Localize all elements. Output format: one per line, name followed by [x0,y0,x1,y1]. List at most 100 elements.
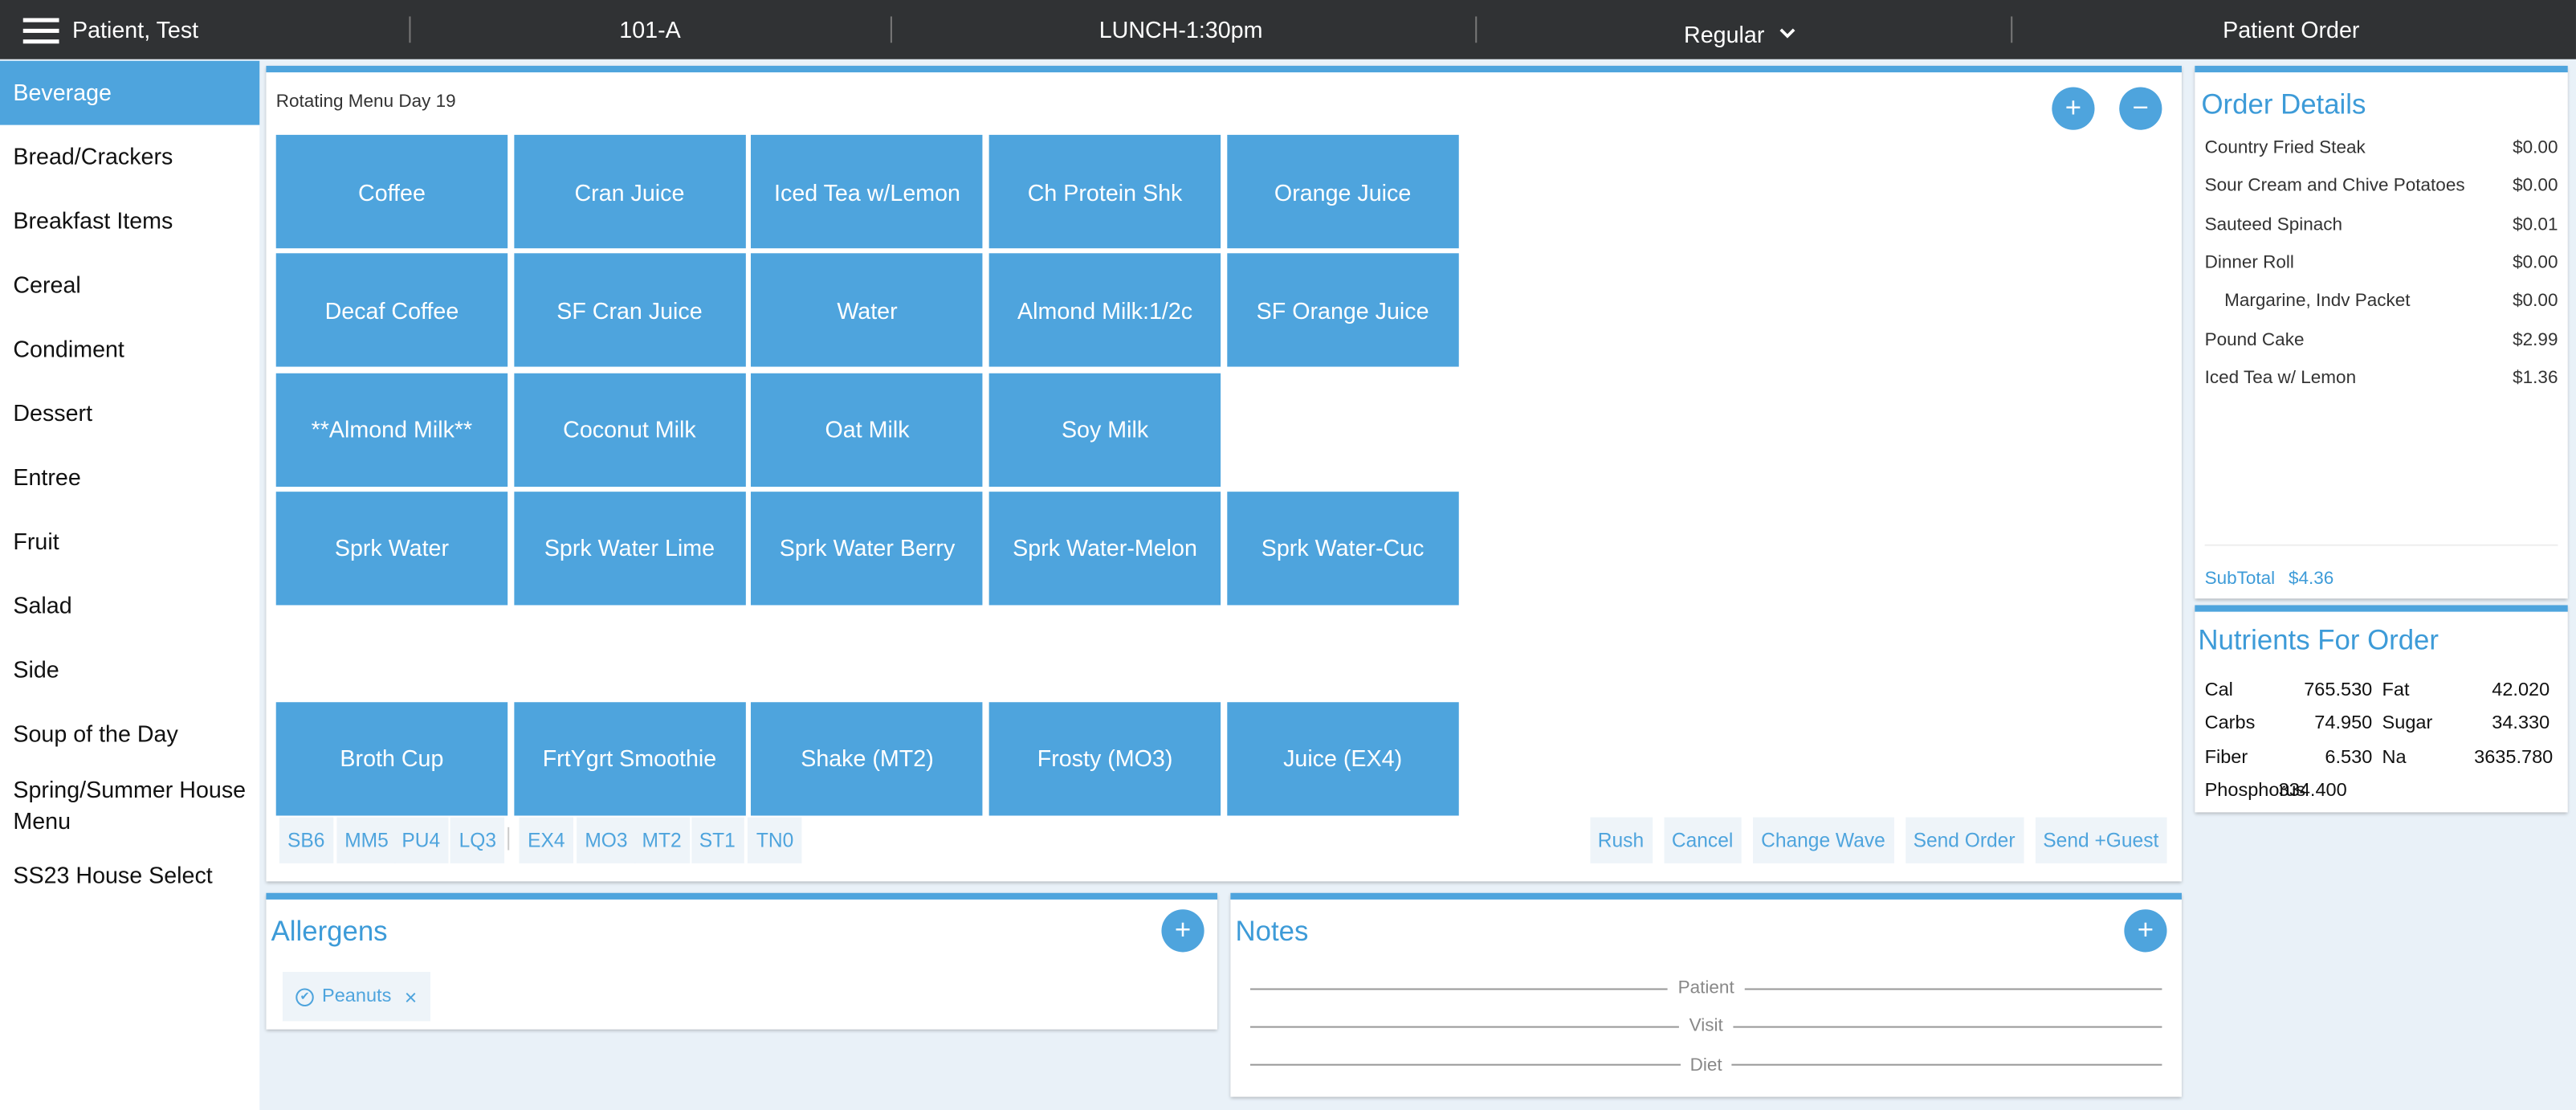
rule [1731,1063,2162,1066]
category[interactable]: SS23 House Select [13,861,213,888]
menu-item[interactable]: Iced Tea w/Lemon [751,134,984,249]
menu-item[interactable]: Soy Milk [988,372,1221,487]
menu-item[interactable]: Sprk Water-Melon [988,491,1221,606]
remove-button[interactable]: − [2119,87,2162,130]
menu-item[interactable]: Juice (EX4) [1226,702,1459,816]
item-price: $2.99 [2513,329,2558,350]
item-price: $0.00 [2513,291,2558,312]
menu-item[interactable]: Almond Milk:1/2c [988,253,1221,368]
menu-item[interactable]: Sprk Water Berry [751,491,984,606]
tag-label: Peanuts [321,986,392,1007]
nutrient-value: 6.530 [2325,747,2373,768]
category[interactable]: Side [13,655,59,683]
code-chip[interactable]: EX4 [519,817,573,863]
sidebar: Beverage Bread/Crackers Breakfast Items Cer… [0,60,260,1110]
category[interactable]: Spring/Summer House Menu [13,775,247,834]
category[interactable]: Dessert [13,399,93,426]
rule [1743,987,2162,990]
menu-item[interactable]: FrtYgrt Smoothie [513,702,746,816]
diet[interactable]: Regular [1684,21,1765,48]
nutrient-value: 765.530 [2304,680,2373,701]
menu-item[interactable]: Decaf Coffee [275,253,508,368]
patient-name[interactable]: Patient, Test [72,16,199,43]
menu-item[interactable]: Sprk Water [275,491,508,606]
menu-item[interactable]: **Almond Milk** [275,372,508,487]
note-label: Visit [1689,1016,1723,1037]
allergen-tag[interactable]: ✔︎ Peanuts × [282,972,430,1022]
order-item: Country Fried Steak $0.00 [2205,138,2558,158]
subtotal-label: SubTotal [2204,569,2276,589]
code-chip[interactable]: LQ3 [450,817,505,863]
nutrient-name: Fat [2382,680,2410,701]
code-chip[interactable]: TN0 [748,817,802,863]
category[interactable]: Condiment [13,335,124,362]
note-section[interactable]: Patient [1249,978,2162,998]
menu-item[interactable]: Frosty (MO3) [988,702,1221,816]
add-button[interactable]: + [2052,87,2095,130]
menu-item[interactable]: Cran Juice [513,134,746,249]
category[interactable]: Fruit [13,528,59,554]
menu-item[interactable]: Shake (MT2) [751,702,984,816]
order-item: Sour Cream and Chive Potatoes $0.00 [2205,177,2558,197]
add-note[interactable]: + [2124,909,2167,953]
add-allergen[interactable]: + [1161,909,1204,953]
action-button[interactable]: Send Order [1905,817,2024,863]
item-price: $0.00 [2513,137,2558,158]
order-title: Order Details [2201,88,2366,120]
menu-item[interactable]: Oat Milk [751,372,984,487]
menu-item[interactable]: SF Orange Juice [1226,253,1459,368]
action-button[interactable]: Change Wave [1752,817,1894,863]
menu-item[interactable]: Water [751,253,984,368]
menu-item[interactable]: Sprk Water Lime [513,491,746,606]
order-item: Dinner Roll $0.00 [2205,253,2558,273]
code-chip[interactable]: PU4 [393,817,449,863]
menu-item[interactable]: Broth Cup [275,702,508,816]
menu-item[interactable]: Coconut Milk [513,372,746,487]
nutrient-value: 74.950 [2314,714,2373,734]
note-section[interactable]: Diet [1249,1055,2162,1075]
header: Patient, Test 101-A LUNCH-1:30pm Regular… [0,0,2576,59]
menu-title: Rotating Menu Day 19 [275,92,456,112]
allergens-title: Allergens [271,916,388,948]
note-label: Diet [1689,1055,1722,1075]
action-button[interactable]: Send +Guest [2035,817,2167,863]
action-button[interactable]: Cancel [1663,817,1742,863]
code-chip[interactable]: ST1 [691,817,744,863]
category[interactable]: Bread/Crackers [13,143,173,169]
nutrient-name: Phosphorus [2204,781,2306,801]
menu-item[interactable]: Coffee [275,134,508,249]
menu-item[interactable]: SF Cran Juice [513,253,746,368]
category[interactable]: Soup of the Day [13,720,178,747]
dropdown-caret[interactable] [1779,28,1795,41]
note-section[interactable]: Visit [1249,1016,2162,1037]
nutrient-name: Fiber [2204,747,2248,768]
remove-tag[interactable]: × [404,984,418,1010]
code-chip[interactable]: SB6 [279,817,333,863]
category[interactable]: Beverage [0,60,260,125]
nutrient-value: 334.400 [2278,781,2347,801]
category[interactable]: Cereal [13,271,81,298]
room: 101-A [619,16,681,43]
menu-icon[interactable] [22,18,59,45]
category[interactable]: Salad [13,592,72,618]
category[interactable]: Entree [13,463,81,491]
subtotal: $4.36 [2288,569,2334,589]
code-chip[interactable]: MT2 [634,817,690,863]
order-panel: Order Details SubTotal $4.36 Country Fri… [2195,65,2568,599]
menu-item[interactable]: Sprk Water-Cuc [1226,491,1459,606]
action-button[interactable]: Rush [1589,817,1653,863]
menu-item[interactable]: Ch Protein Shk [988,134,1221,249]
item-name: Sour Cream and Chive Potatoes [2204,176,2465,197]
code-chip[interactable]: MO3 [577,817,636,863]
order-item: Pound Cake $2.99 [2205,330,2558,350]
item-price: $1.36 [2513,368,2558,388]
rule [1733,1026,2162,1028]
notes-title: Notes [1235,916,1309,948]
category[interactable]: Breakfast Items [13,206,173,234]
code-chip[interactable]: MM5 [336,817,397,863]
rule [1249,1063,1681,1066]
item-name: Dinner Roll [2204,253,2294,273]
menu-item[interactable]: Orange Juice [1226,134,1459,249]
